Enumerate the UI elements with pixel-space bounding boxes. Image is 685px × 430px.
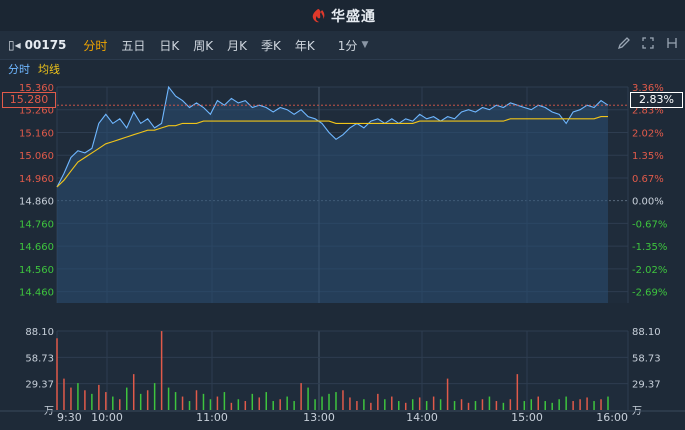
period-select[interactable]: 1分 ▼ — [338, 37, 369, 54]
app-header: 华盛通 — [0, 0, 685, 32]
time-axis-label: 14:00 — [406, 411, 438, 424]
stock-code: 00175 — [24, 38, 67, 52]
time-axis-label: 15:00 — [511, 411, 543, 424]
price-axis-label: 14.960 — [19, 174, 54, 185]
legend-average[interactable]: 均线 — [38, 63, 60, 76]
chevron-down-icon: ▼ — [361, 40, 369, 50]
time-axis-label: 9:30 — [57, 411, 82, 424]
tab-monthly-k[interactable]: 月K — [227, 38, 248, 53]
tab-daily-k[interactable]: 日K — [159, 38, 180, 53]
pct-axis-label: 1.35% — [632, 151, 664, 162]
price-axis-label: 14.660 — [19, 242, 54, 253]
price-line — [56, 85, 609, 188]
average-line — [56, 116, 608, 188]
brand: 华盛通 — [309, 6, 376, 26]
tab-intraday[interactable]: 分时 — [83, 38, 108, 53]
flame-logo-icon — [312, 8, 325, 22]
chart-toolbar: ▯◂ 00175 分时 五日 日K 周K 月K 季K 年K 1分 ▼ — [0, 31, 685, 60]
pct-axis-label: -1.35% — [632, 242, 667, 253]
pencil-icon[interactable] — [617, 36, 631, 50]
price-axis-label: 14.460 — [19, 288, 54, 299]
fullscreen-icon[interactable] — [665, 36, 679, 50]
legend-intraday[interactable]: 分时 — [8, 63, 30, 76]
price-axis-label: 14.560 — [19, 265, 54, 276]
tab-weekly-k[interactable]: 周K — [193, 38, 214, 53]
current-price-badge: 15.280 — [2, 92, 56, 108]
price-axis-label: 15.260 — [19, 106, 54, 117]
volume-axis-label: 29.37 — [25, 380, 54, 391]
pct-axis-label: 0.67% — [632, 174, 664, 185]
price-axis-label: 14.860 — [19, 197, 54, 208]
volume-axis-label-right: 58.73 — [632, 353, 661, 364]
price-axis-label: 15.160 — [19, 128, 54, 139]
price-axis-label: 15.360 — [19, 83, 54, 94]
pct-axis-label: -2.69% — [632, 288, 667, 299]
pct-axis-label: -0.67% — [632, 219, 667, 230]
intraday-chart[interactable]: 15.360 3.36% 15.260 2.83% 15.160 2.02% 15.060 1… — [0, 79, 685, 430]
pct-axis-label: 3.36% — [632, 83, 664, 94]
volume-axis-label-right: 29.37 — [632, 380, 661, 391]
volume-axis-label: 88.10 — [25, 327, 54, 338]
time-axis-label: 11:00 — [196, 411, 228, 424]
price-axis-label: 15.060 — [19, 151, 54, 162]
price-area — [57, 87, 608, 303]
time-axis-label: 13:00 — [303, 411, 335, 424]
period-value: 1分 — [337, 38, 358, 53]
pct-axis-label: 2.83% — [632, 106, 664, 117]
tab-quarterly-k[interactable]: 季K — [261, 38, 281, 53]
panel-toggle-icon[interactable]: ▯◂ — [8, 38, 21, 52]
brand-name: 华盛通 — [331, 8, 376, 25]
pct-axis-label: -2.02% — [632, 265, 667, 276]
tab-five-day[interactable]: 五日 — [121, 38, 146, 53]
pct-axis-label: 0.00% — [632, 197, 664, 208]
time-axis-label: 10:00 — [91, 411, 123, 424]
volume-axis-label-right: 88.10 — [632, 327, 661, 338]
expand-icon[interactable] — [641, 36, 655, 50]
tab-yearly-k[interactable]: 年K — [294, 38, 315, 53]
indicator-legend: 分时 均线 — [0, 59, 685, 79]
volume-axis-label: 58.73 — [25, 353, 54, 364]
time-axis-label: 16:00 — [596, 411, 628, 424]
current-change-badge: 2.83% — [630, 92, 683, 108]
pct-axis-label: 2.02% — [632, 128, 664, 139]
price-axis-label: 14.760 — [19, 219, 54, 230]
